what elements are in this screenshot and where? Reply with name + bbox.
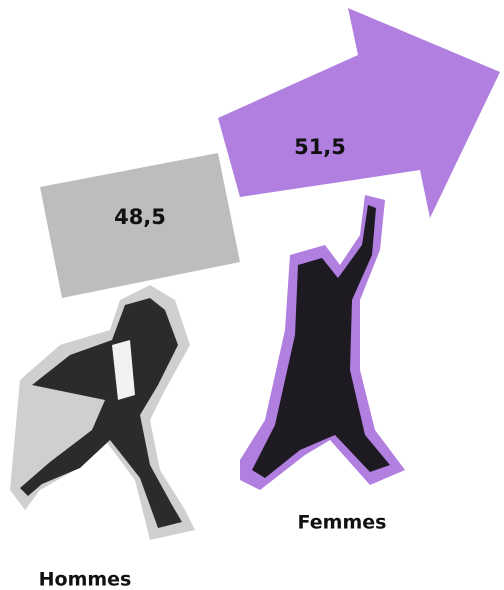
- category-label: Hommes: [39, 569, 132, 590]
- category-label: Femmes: [298, 512, 387, 534]
- woman-figure: [240, 195, 405, 490]
- arrow: [218, 8, 500, 218]
- box: [40, 153, 240, 298]
- shapes: [40, 8, 500, 298]
- value-label: 51,5: [294, 135, 346, 159]
- man-figure: [10, 285, 195, 540]
- value-label: 48,5: [114, 205, 166, 229]
